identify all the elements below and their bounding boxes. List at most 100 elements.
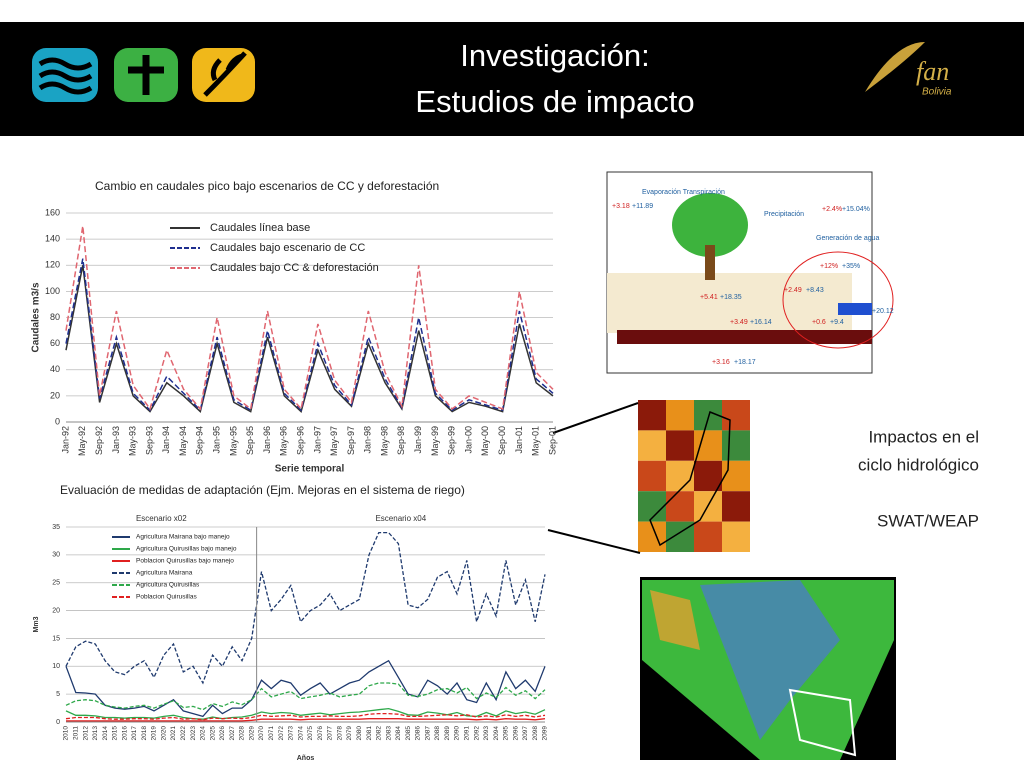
chart-title: Cambio en caudales pico bajo escenarios … bbox=[95, 179, 439, 193]
x-tick-label: 2099 bbox=[542, 726, 549, 741]
x-tick-label: Sep-94 bbox=[195, 426, 205, 455]
annotation: Escenario x04 bbox=[375, 514, 426, 523]
heat-cell bbox=[722, 460, 750, 492]
x-tick-label: Jan-96 bbox=[262, 426, 272, 454]
diagram-label: +18.35 bbox=[720, 294, 742, 301]
x-tick-label: 2089 bbox=[444, 726, 451, 741]
diagram-label: +3.49 bbox=[730, 319, 748, 326]
x-tick-label: 2088 bbox=[434, 726, 441, 741]
x-tick-label: May-96 bbox=[279, 426, 289, 456]
x-tick-label: May-93 bbox=[128, 426, 138, 456]
x-tick-label: 2018 bbox=[141, 726, 148, 741]
x-tick-label: Jan-99 bbox=[413, 426, 423, 454]
x-tick-label: 2022 bbox=[180, 726, 187, 741]
legend-label: Poblacion Quirusillas bajo manejo bbox=[136, 558, 234, 565]
x-tick-label: 2094 bbox=[493, 726, 500, 741]
x-tick-label: 2026 bbox=[219, 726, 226, 741]
x-tick-label: 2074 bbox=[297, 726, 304, 741]
logo-text: fan bbox=[916, 57, 949, 86]
x-tick-label: May-01 bbox=[531, 426, 541, 456]
x-tick-label: Sep-96 bbox=[295, 426, 305, 455]
x-tick-label: 2028 bbox=[239, 726, 246, 741]
x-tick-label: May-94 bbox=[178, 426, 188, 456]
legend-label: Caudales bajo escenario de CC bbox=[210, 242, 365, 254]
x-tick-label: 2080 bbox=[356, 726, 363, 741]
x-axis-label: Serie temporal bbox=[275, 464, 345, 475]
x-tick-label: 2012 bbox=[82, 726, 89, 741]
diagram-label: +15.04% bbox=[842, 206, 870, 213]
x-tick-label: Jan-01 bbox=[514, 426, 524, 454]
x-tick-label: May-00 bbox=[480, 426, 490, 456]
x-tick-label: 2071 bbox=[268, 726, 275, 741]
legend-label: Agricultura Mairana bajo manejo bbox=[136, 534, 230, 541]
legend-label: Caudales línea base bbox=[210, 222, 310, 234]
diagram-label: +12% bbox=[820, 263, 838, 270]
logos bbox=[32, 42, 925, 102]
heatmap bbox=[638, 400, 750, 552]
x-tick-label: 2015 bbox=[112, 726, 119, 741]
y-tick-label: 15 bbox=[52, 635, 60, 642]
x-tick-label: 2017 bbox=[131, 726, 138, 741]
heat-cell bbox=[722, 430, 750, 461]
x-tick-label: Sep-98 bbox=[396, 426, 406, 455]
y-tick-label: 20 bbox=[50, 390, 60, 400]
heat-cell bbox=[666, 491, 694, 522]
legend-label: Poblacion Quirusillas bbox=[136, 594, 197, 601]
x-tick-label: 2024 bbox=[200, 726, 207, 741]
title: Investigación: bbox=[460, 38, 650, 73]
diagram-label: +0.6 bbox=[812, 319, 826, 326]
heat-cell bbox=[638, 400, 666, 431]
x-tick-label: Sep-95 bbox=[245, 426, 255, 455]
x-tick-label: 2011 bbox=[72, 726, 79, 740]
series-line bbox=[65, 531, 546, 685]
x-tick-label: 2098 bbox=[532, 726, 539, 741]
x-tick-label: 2073 bbox=[288, 726, 295, 741]
x-axis-label: Años bbox=[297, 755, 315, 762]
x-tick-label: May-92 bbox=[77, 426, 87, 456]
heat-cell bbox=[638, 491, 666, 522]
heat-cell bbox=[722, 400, 750, 431]
y-tick-label: 60 bbox=[50, 338, 60, 348]
title: Estudios de impacto bbox=[415, 84, 694, 119]
x-tick-label: 2092 bbox=[473, 726, 480, 741]
x-tick-label: 2025 bbox=[209, 726, 216, 741]
heat-cell bbox=[638, 460, 666, 492]
x-tick-label: May-98 bbox=[379, 426, 389, 456]
diagram-label: +20.12 bbox=[872, 308, 894, 315]
diagram-label: +35% bbox=[842, 263, 860, 270]
heat-cell bbox=[694, 521, 722, 552]
x-tick-label: 2087 bbox=[424, 726, 431, 741]
y-tick-label: 120 bbox=[45, 260, 60, 270]
heat-cell bbox=[666, 460, 694, 492]
x-tick-label: Sep-92 bbox=[94, 426, 104, 455]
x-tick-label: 2021 bbox=[170, 726, 177, 741]
x-tick-label: Jan-94 bbox=[161, 426, 171, 454]
x-tick-label: 2090 bbox=[454, 726, 461, 741]
x-tick-label: 2091 bbox=[464, 726, 471, 741]
x-tick-label: May-95 bbox=[228, 426, 238, 456]
x-tick-label: 2096 bbox=[512, 726, 519, 741]
heat-cell bbox=[694, 460, 722, 492]
diagram-label: +9.4 bbox=[830, 319, 844, 326]
x-tick-label: 2086 bbox=[415, 726, 422, 741]
y-tick-label: 40 bbox=[50, 364, 60, 374]
x-tick-label: Jan-95 bbox=[212, 426, 222, 454]
y-tick-label: 20 bbox=[52, 607, 60, 614]
connector bbox=[547, 529, 641, 554]
diagram-label: +5.41 bbox=[700, 294, 718, 301]
side-text: SWAT/WEAP bbox=[877, 511, 979, 530]
x-tick-label: 2077 bbox=[327, 726, 334, 741]
series-line bbox=[65, 707, 546, 720]
x-tick-label: 2013 bbox=[92, 726, 99, 741]
series-line bbox=[65, 659, 546, 718]
x-tick-label: 2084 bbox=[395, 726, 402, 741]
x-tick-label: Sep-00 bbox=[497, 426, 507, 455]
y-tick-label: 30 bbox=[52, 552, 60, 559]
series-line bbox=[66, 718, 546, 722]
x-tick-label: Jan-92 bbox=[60, 426, 70, 454]
x-tick-label: 2095 bbox=[503, 726, 510, 741]
x-tick-label: 2079 bbox=[346, 726, 353, 741]
y-tick-label: 5 bbox=[56, 691, 60, 698]
diagram-label: Generación de agua bbox=[816, 235, 880, 242]
